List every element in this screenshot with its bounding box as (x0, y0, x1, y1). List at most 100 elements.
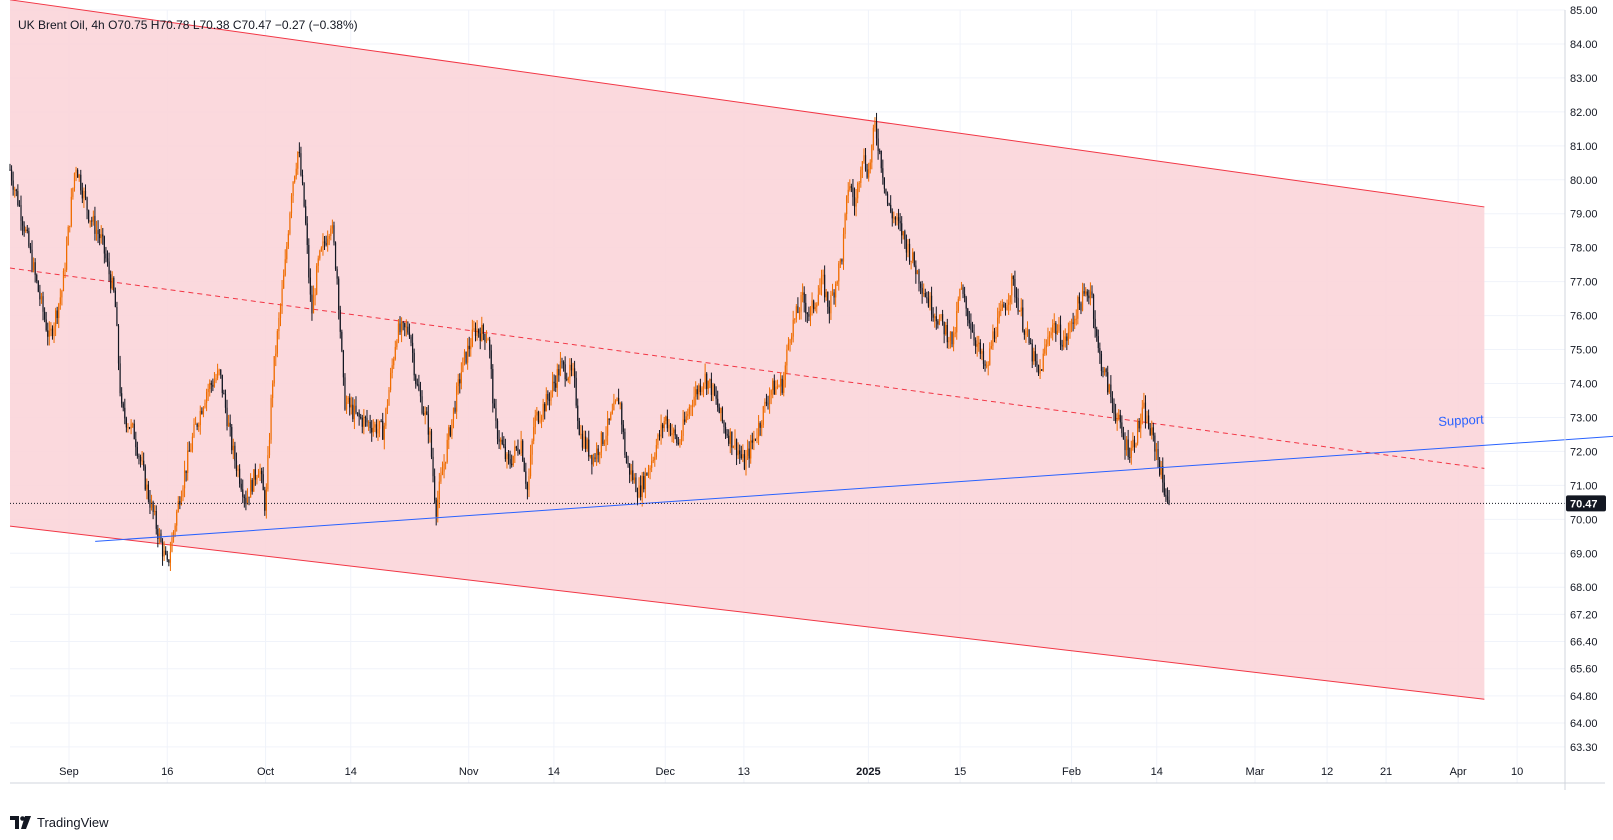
candle-body (89, 220, 91, 222)
candle-body (740, 454, 742, 459)
candle-body (40, 296, 43, 300)
x-tick-label: Feb (1062, 766, 1081, 778)
legend-interval: 4h (91, 18, 104, 32)
candle-body (968, 319, 970, 324)
candle-body (753, 438, 755, 443)
candle-body (1041, 369, 1043, 371)
candle-body (893, 217, 895, 219)
tradingview-brand[interactable]: TradingView (10, 815, 109, 830)
y-tick-label: 79.00 (1570, 209, 1598, 221)
candle-body (647, 470, 650, 476)
candle-body (478, 329, 480, 334)
candle-body (377, 428, 379, 434)
price-axis[interactable]: 85.00 84.00 83.00 82.00 81.00 80.00 79.00 78.00… (1570, 5, 1598, 754)
candle-body (921, 287, 923, 294)
time-axis[interactable]: Sep 16 Oct 14 Nov 14 Dec 13 2025 15 Feb 14 Mar 12 21 Ap… (59, 766, 1523, 778)
candle-body (1096, 329, 1098, 337)
candle-body (857, 183, 859, 199)
candle-body (1144, 402, 1147, 424)
candle-body (103, 236, 105, 254)
candle-body (927, 298, 930, 307)
y-tick-label: 81.00 (1570, 141, 1598, 153)
candle-body (205, 391, 208, 403)
candle-body (292, 182, 294, 196)
candle-body (415, 375, 417, 384)
candle-body (732, 446, 735, 448)
candle-body (51, 328, 54, 337)
candle-body (742, 454, 744, 459)
candle-body (1149, 428, 1151, 435)
candle-body (97, 230, 99, 235)
candle-body (954, 332, 956, 334)
candle-body (913, 252, 915, 266)
x-tick-label: 10 (1511, 766, 1523, 778)
candle-body (805, 302, 807, 314)
candle-body (657, 434, 659, 446)
channel-mid-line[interactable] (9, 267, 1485, 469)
candle-body (207, 388, 209, 392)
candle-body (677, 442, 679, 445)
candle-body (190, 449, 192, 452)
candle-body (802, 292, 804, 296)
candle-body (169, 551, 172, 563)
candle-body (290, 195, 293, 214)
candle-body (1048, 335, 1051, 337)
candle-body (242, 489, 244, 497)
candle-body (981, 351, 983, 354)
support-trendline[interactable] (95, 434, 1613, 542)
candle-body (621, 403, 623, 425)
channel-upper-line[interactable] (9, 0, 1485, 208)
candle-body (70, 196, 72, 226)
candle-body (243, 496, 245, 498)
candle-body (111, 277, 113, 289)
candle-body (695, 389, 697, 397)
candle-body (220, 369, 222, 375)
candle-body (757, 423, 760, 438)
candle-body (935, 316, 937, 322)
candle-body (62, 270, 65, 292)
candle-body (842, 234, 845, 262)
candle-body (883, 177, 885, 189)
candle-body (259, 470, 261, 474)
candle-body (482, 324, 484, 335)
candle-body (32, 262, 35, 270)
candle-body (440, 475, 442, 482)
candle-body (114, 290, 116, 308)
channel-lower-line[interactable] (9, 525, 1485, 700)
candle-body (375, 424, 378, 434)
candle-body (407, 326, 409, 333)
candle-body (960, 287, 963, 289)
candle-body (820, 276, 823, 288)
candle-body (781, 378, 783, 393)
candle-body (1026, 330, 1029, 332)
candle-body (789, 339, 791, 344)
candle-body (745, 455, 747, 470)
candle-body (729, 431, 731, 444)
candle-body (391, 365, 393, 373)
candle-body (427, 414, 429, 435)
candle-body (1031, 343, 1033, 362)
candle-body (577, 405, 579, 421)
candle-body (94, 215, 96, 234)
candle-body (721, 407, 724, 422)
candle-body (294, 176, 296, 183)
candle-body (202, 407, 205, 414)
candle-body (946, 324, 948, 343)
candle-body (314, 294, 316, 296)
candle-body (726, 433, 728, 436)
candle-body (646, 472, 648, 476)
candle-body (155, 511, 157, 529)
candle-body (1146, 415, 1148, 424)
candle-body (1110, 384, 1112, 398)
candle-body (529, 454, 532, 477)
candle-body (978, 342, 980, 344)
candle-body (1036, 361, 1038, 366)
y-tick-label: 75.00 (1570, 345, 1598, 357)
candle-body (339, 309, 341, 332)
candle-body (504, 446, 506, 460)
candle-body (607, 418, 609, 436)
candle-body (212, 384, 214, 387)
candle-body (404, 323, 406, 328)
candle-body (566, 379, 568, 381)
